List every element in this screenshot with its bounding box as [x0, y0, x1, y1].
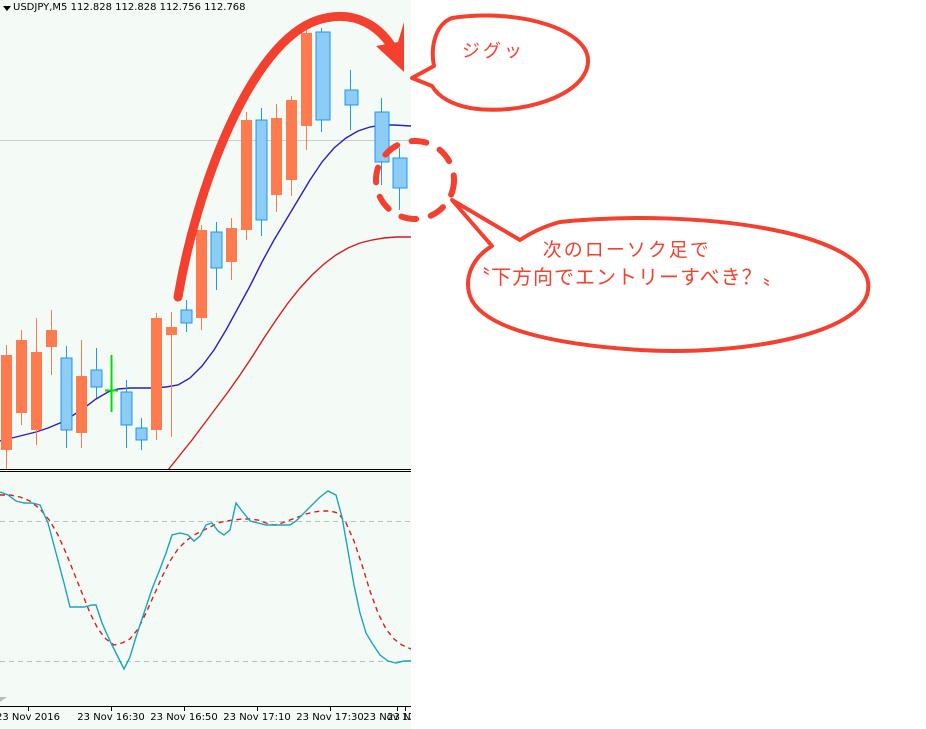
candle [90, 348, 103, 398]
triangle-down-icon[interactable] [3, 6, 11, 11]
time-axis-tick [184, 707, 185, 711]
time-axis[interactable]: 23 Nov 2016 23 Nov 16:30 23 Nov 16:50 23 No… [0, 707, 411, 729]
candle [16, 330, 27, 425]
candle [315, 28, 331, 132]
candle [255, 108, 268, 236]
candle [392, 148, 408, 210]
time-axis-label: 23 Nov 17:30 [296, 712, 364, 723]
time-axis-label: 23 Nov 16:50 [150, 712, 218, 723]
time-axis-tick [330, 707, 331, 711]
candle [344, 70, 359, 130]
time-axis-tick [405, 707, 406, 711]
time-axis-label: 23 Nov [387, 712, 411, 723]
time-axis-label: 23 Nov 2016 [0, 712, 61, 723]
pane-separator [0, 469, 411, 472]
candle [286, 96, 297, 196]
candle [151, 313, 162, 440]
candle [196, 225, 207, 330]
symbol-header-label: USDJPY,M5 112.828 112.828 112.756 112.76… [13, 2, 246, 13]
candle [120, 380, 133, 448]
candle [135, 418, 148, 450]
bubble-2-line-2: 〝下方向でエントリーすべき？〟 [470, 264, 784, 289]
bubble-2-label: 次のローソク足で 〝下方向でエントリーすべき？〟 [470, 238, 784, 291]
candle [374, 98, 390, 185]
stochastic-canvas [0, 473, 411, 707]
time-axis-tick [28, 707, 29, 711]
candle [210, 222, 223, 290]
time-axis-label: 23 Nov 17:50 [363, 712, 411, 723]
mt4-chart-window[interactable]: USDJPY,M5 112.828 112.828 112.756 112.76… [0, 0, 411, 729]
time-axis-tick [257, 707, 258, 711]
candlestick-series [1, 28, 408, 470]
stoch-k-line [0, 490, 411, 671]
time-axis-tick [111, 707, 112, 711]
candle [1, 345, 12, 470]
candle [241, 112, 252, 240]
price-chart-pane[interactable]: USDJPY,M5 112.828 112.828 112.756 112.76… [0, 0, 411, 470]
candle [46, 310, 57, 375]
candle [226, 218, 237, 280]
bubble-1-label: ジグッ [462, 41, 525, 62]
candle [60, 346, 73, 448]
time-axis-tick [397, 707, 398, 711]
candle [271, 104, 282, 212]
time-axis-label: 23 Nov 17:10 [223, 712, 291, 723]
scroll-corner-indicator[interactable] [0, 695, 9, 706]
candle [31, 318, 42, 445]
bubble-2-line-1: 次のローソク足で [542, 239, 711, 261]
candle [166, 312, 177, 437]
candle [76, 340, 87, 448]
stochastic-indicator-pane[interactable]: Stoch(5,3,3) 81.1245 89.3835 [0, 473, 411, 707]
time-axis-label: 23 Nov 16:30 [77, 712, 145, 723]
candle [105, 355, 118, 412]
candle [180, 300, 193, 332]
time-axis-line [0, 706, 411, 707]
candle [301, 30, 312, 150]
